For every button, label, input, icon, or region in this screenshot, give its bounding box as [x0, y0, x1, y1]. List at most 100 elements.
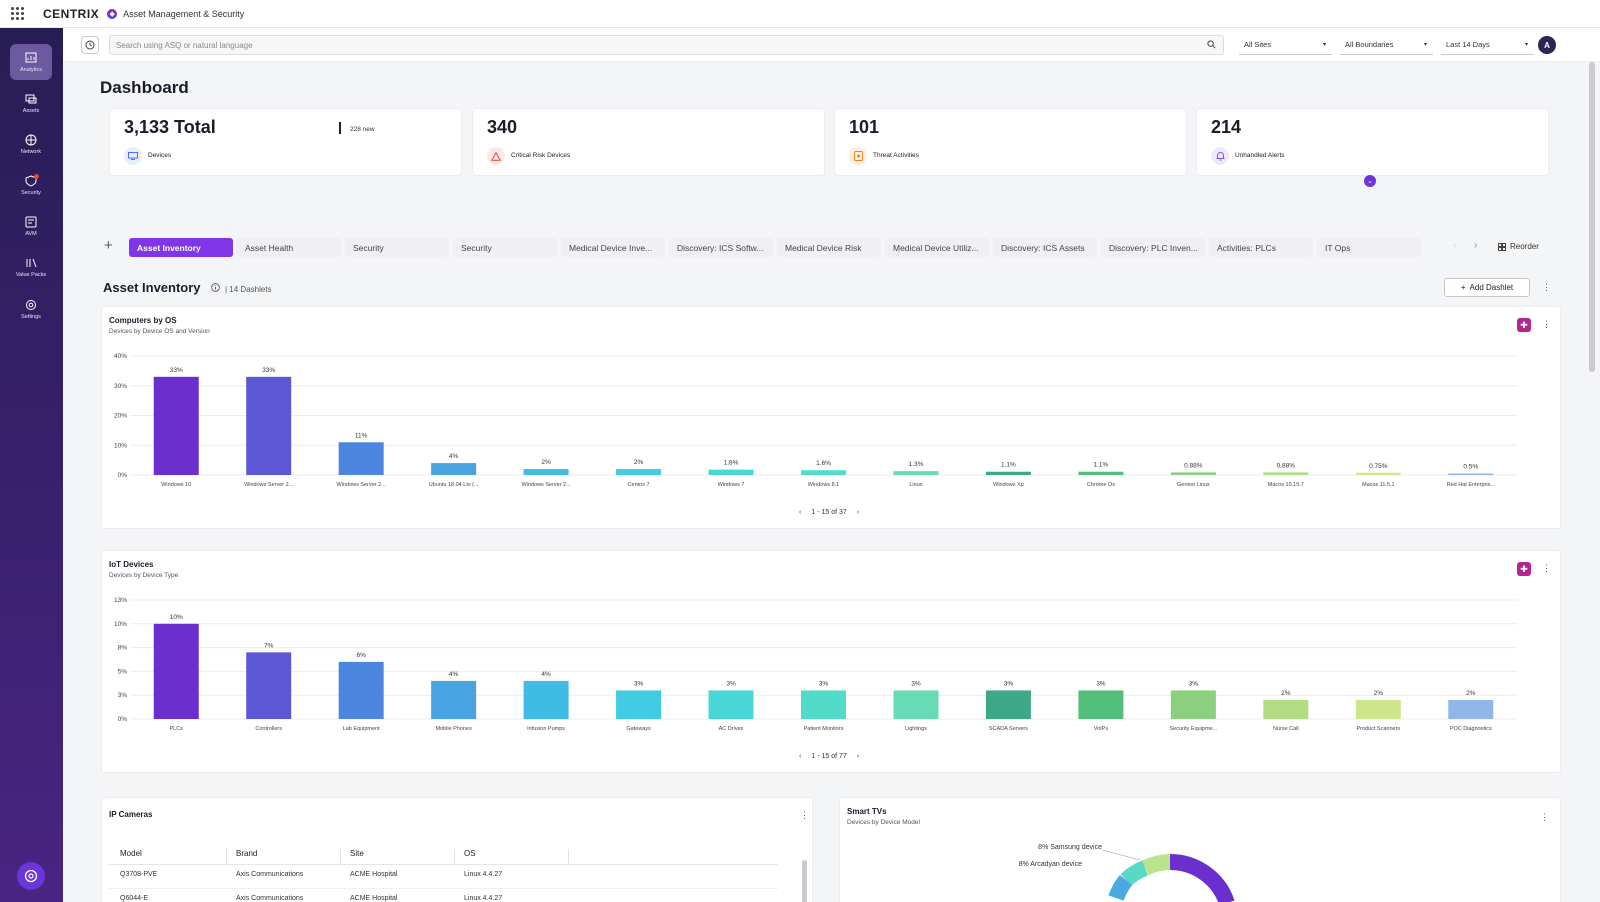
- bar[interactable]: [246, 652, 292, 719]
- bar[interactable]: [1170, 472, 1216, 475]
- tab-6[interactable]: Medical Device Risk: [777, 238, 881, 257]
- bar[interactable]: [893, 471, 939, 475]
- bar[interactable]: [1078, 690, 1124, 719]
- tab-4[interactable]: Medical Device Inve...: [561, 238, 665, 257]
- add-dashlet-button[interactable]: + Add Dashlet: [1444, 278, 1530, 297]
- page-scrollbar[interactable]: [1589, 62, 1595, 372]
- table-scrollbar[interactable]: [802, 860, 807, 902]
- bar[interactable]: [1355, 472, 1401, 475]
- tab-8[interactable]: Discovery: ICS Assets: [993, 238, 1097, 257]
- table-row[interactable]: Q3708-PVE Axis Communications ACME Hospi…: [108, 865, 778, 889]
- bar[interactable]: [338, 442, 384, 475]
- ai-sparkle-button[interactable]: ✚: [1517, 562, 1531, 576]
- kpi-devices[interactable]: 3,133 Total 228 new Devices: [109, 108, 462, 176]
- bar[interactable]: [1263, 699, 1309, 719]
- bar[interactable]: [1170, 690, 1216, 719]
- ai-sparkle-button[interactable]: ✚: [1517, 318, 1531, 332]
- data-label: 0.5%: [1463, 464, 1478, 471]
- bar[interactable]: [708, 469, 754, 475]
- kpi-value: 340: [487, 117, 518, 137]
- kpi-value: 3,133 Total: [124, 117, 216, 137]
- bar[interactable]: [801, 690, 846, 719]
- help-chat-button[interactable]: [17, 862, 45, 890]
- bar[interactable]: [1355, 699, 1401, 719]
- search-icon[interactable]: [1207, 40, 1216, 49]
- tab-5[interactable]: Discovery: ICS Softw...: [669, 238, 773, 257]
- bar[interactable]: [985, 471, 1031, 475]
- sidebar-item-security[interactable]: Security: [10, 167, 52, 203]
- bar[interactable]: [1448, 699, 1494, 719]
- kpi-unhandled-alerts[interactable]: 214 Unhandled Alerts: [1196, 108, 1549, 176]
- column-model[interactable]: Model: [120, 849, 142, 858]
- chevron-right-icon[interactable]: ›: [856, 509, 860, 516]
- tab-10[interactable]: Activities: PLCs: [1209, 238, 1313, 257]
- chevron-right-icon[interactable]: ›: [1474, 240, 1478, 251]
- add-tab-button[interactable]: +: [104, 237, 113, 254]
- table-row[interactable]: Q6044-E Axis Communications ACME Hospita…: [108, 889, 778, 902]
- more-options-icon[interactable]: ⋮: [1540, 812, 1549, 822]
- bar[interactable]: [1448, 473, 1494, 476]
- tab-3[interactable]: Security: [453, 238, 557, 257]
- donut-segment-other: [1108, 874, 1133, 901]
- sidebar-item-value-packs[interactable]: Value Packs: [10, 249, 52, 285]
- sidebar-item-network[interactable]: Network: [10, 126, 52, 162]
- sidebar-item-settings[interactable]: Settings: [10, 291, 52, 327]
- search-input[interactable]: [109, 35, 1224, 55]
- bar[interactable]: [431, 680, 477, 719]
- tab-2[interactable]: Security: [345, 238, 449, 257]
- bar[interactable]: [338, 661, 384, 719]
- brand-logo[interactable]: CENTRIX: [43, 6, 100, 21]
- sites-select[interactable]: All Sites ▾: [1239, 35, 1332, 55]
- tab-1[interactable]: Asset Health: [237, 238, 341, 257]
- category-label: Windows 8.1: [808, 482, 840, 488]
- y-tick-label: 0%: [118, 472, 128, 479]
- bar[interactable]: [985, 690, 1031, 719]
- app-grid-icon[interactable]: [11, 6, 25, 21]
- data-label: 4%: [449, 453, 459, 460]
- info-icon[interactable]: [211, 283, 220, 292]
- tab-7[interactable]: Medical Device Utiliz...: [885, 238, 989, 257]
- chevron-left-icon[interactable]: ‹: [799, 753, 802, 760]
- chevron-right-icon[interactable]: ›: [856, 753, 860, 760]
- history-button[interactable]: [81, 36, 99, 54]
- reorder-button[interactable]: Reorder: [1498, 242, 1539, 251]
- notification-badge: [34, 174, 39, 179]
- bar[interactable]: [523, 469, 569, 475]
- more-options-icon[interactable]: ⋮: [1542, 282, 1551, 292]
- tab-0[interactable]: Asset Inventory: [129, 238, 233, 257]
- expand-kpis-button[interactable]: ⌄: [1364, 175, 1376, 187]
- bar[interactable]: [893, 690, 939, 719]
- chevron-left-icon[interactable]: ‹: [799, 509, 802, 516]
- bar[interactable]: [708, 690, 754, 719]
- y-tick-label: 8%: [118, 645, 128, 652]
- tab-9[interactable]: Discovery: PLC Inven...: [1101, 238, 1205, 257]
- card-title: Smart TVs: [847, 807, 887, 816]
- bar[interactable]: [801, 470, 846, 475]
- bar[interactable]: [246, 376, 292, 475]
- bar[interactable]: [153, 623, 199, 719]
- avatar[interactable]: A: [1538, 36, 1556, 54]
- column-site[interactable]: Site: [350, 849, 364, 858]
- sidebar-item-assets[interactable]: Assets: [10, 85, 52, 121]
- bar[interactable]: [1078, 471, 1124, 475]
- bar[interactable]: [431, 463, 477, 475]
- sidebar-item-analytics[interactable]: Analytics: [10, 44, 52, 80]
- boundaries-select[interactable]: All Boundaries ▾: [1340, 35, 1433, 55]
- more-options-icon[interactable]: ⋮: [800, 810, 809, 820]
- column-brand[interactable]: Brand: [236, 849, 258, 858]
- bar[interactable]: [616, 469, 662, 475]
- bar[interactable]: [1263, 472, 1309, 475]
- tab-11[interactable]: IT Ops: [1317, 238, 1421, 257]
- bar[interactable]: [523, 680, 569, 719]
- more-options-icon[interactable]: ⋮: [1542, 319, 1551, 329]
- bar[interactable]: [616, 690, 662, 719]
- more-options-icon[interactable]: ⋮: [1542, 563, 1551, 573]
- sidebar: Analytics Assets Network Security AVM Value P…: [0, 28, 63, 902]
- kpi-critical-risk[interactable]: 340 Critical Risk Devices: [472, 108, 825, 176]
- kpi-threat-activities[interactable]: 101 Threat Activities: [834, 108, 1187, 176]
- date-range-select[interactable]: Last 14 Days ▾: [1441, 35, 1534, 55]
- column-os[interactable]: OS: [464, 849, 476, 858]
- chevron-left-icon[interactable]: ‹: [1453, 240, 1457, 251]
- sidebar-item-avm[interactable]: AVM: [10, 208, 52, 244]
- bar[interactable]: [153, 376, 199, 475]
